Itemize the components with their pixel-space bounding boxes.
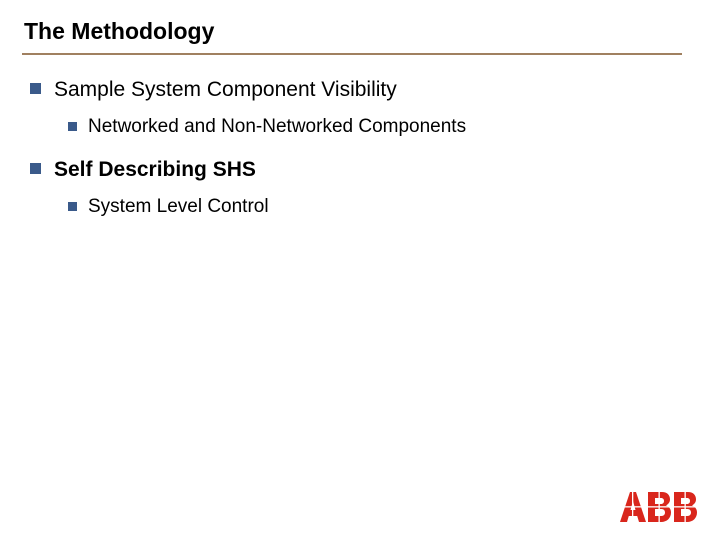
- list-item-text: Sample System Component Visibility: [54, 77, 397, 102]
- square-bullet-icon: [30, 83, 41, 94]
- square-bullet-icon: [68, 202, 77, 211]
- list-item: Networked and Non-Networked Components: [68, 116, 696, 139]
- slide: The Methodology Sample System Component …: [0, 0, 720, 540]
- list-item-text: Self Describing SHS: [54, 157, 256, 182]
- list-item: System Level Control: [68, 196, 696, 219]
- square-bullet-icon: [68, 122, 77, 131]
- title-rule: [22, 53, 682, 55]
- slide-title: The Methodology: [24, 18, 696, 45]
- list-item: Sample System Component Visibility: [30, 77, 696, 102]
- list-item: Self Describing SHS: [30, 157, 696, 182]
- slide-content: Sample System Component Visibility Netwo…: [24, 77, 696, 219]
- list-item-text: System Level Control: [88, 196, 269, 219]
- list-item-text: Networked and Non-Networked Components: [88, 116, 466, 139]
- square-bullet-icon: [30, 163, 41, 174]
- abb-logo: [620, 492, 698, 522]
